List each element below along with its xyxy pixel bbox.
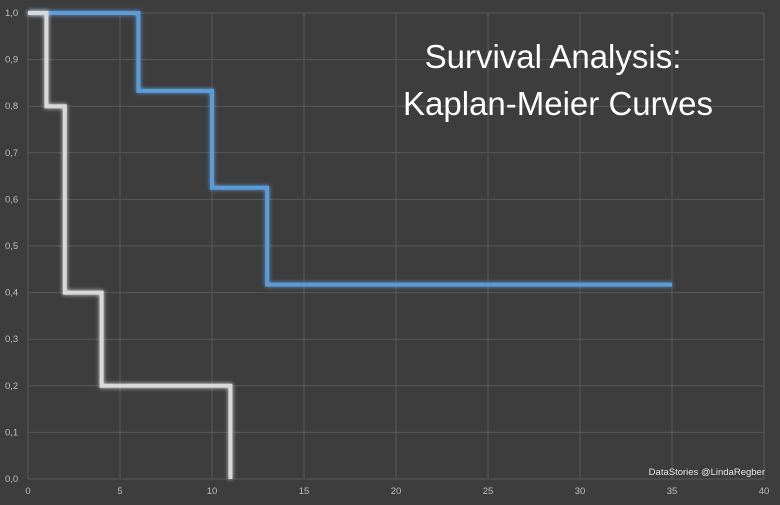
y-tick-label: 0,6 [5, 194, 18, 205]
axis-ticks: 0 5 10 15 20 25 30 35 40 0,0 0,1 0,2 0,3 0,4 0,5 0,6 0,7… [5, 8, 769, 497]
x-tick-label: 20 [391, 486, 402, 497]
y-tick-label: 0,3 [5, 334, 18, 345]
y-tick-label: 0,9 [5, 55, 18, 66]
y-tick-label: 0,1 [5, 427, 18, 438]
survival-curve-1 [28, 11, 672, 287]
x-tick-label: 35 [667, 486, 678, 497]
x-tick-label: 10 [207, 486, 218, 497]
x-tick-label: 40 [759, 486, 770, 497]
x-tick-label: 5 [117, 486, 122, 497]
y-tick-label: 0,0 [5, 474, 18, 485]
chart-title-line-1: Survival Analysis: [425, 38, 682, 75]
y-tick-label: 0,8 [5, 101, 18, 112]
y-tick-label: 0,5 [5, 241, 18, 252]
y-tick-label: 0,4 [5, 288, 18, 299]
y-tick-label: 1,0 [5, 8, 18, 19]
x-tick-label: 30 [575, 486, 586, 497]
y-tick-label: 0,7 [5, 148, 18, 159]
credit-label: DataStories @LindaRegber [649, 467, 765, 478]
x-tick-label: 25 [483, 486, 494, 497]
x-tick-label: 15 [299, 486, 310, 497]
x-tick-label: 0 [25, 486, 30, 497]
chart-title-line-2: Kaplan-Meier Curves [403, 85, 713, 122]
y-tick-label: 0,2 [5, 381, 18, 392]
series-lines [28, 11, 673, 480]
